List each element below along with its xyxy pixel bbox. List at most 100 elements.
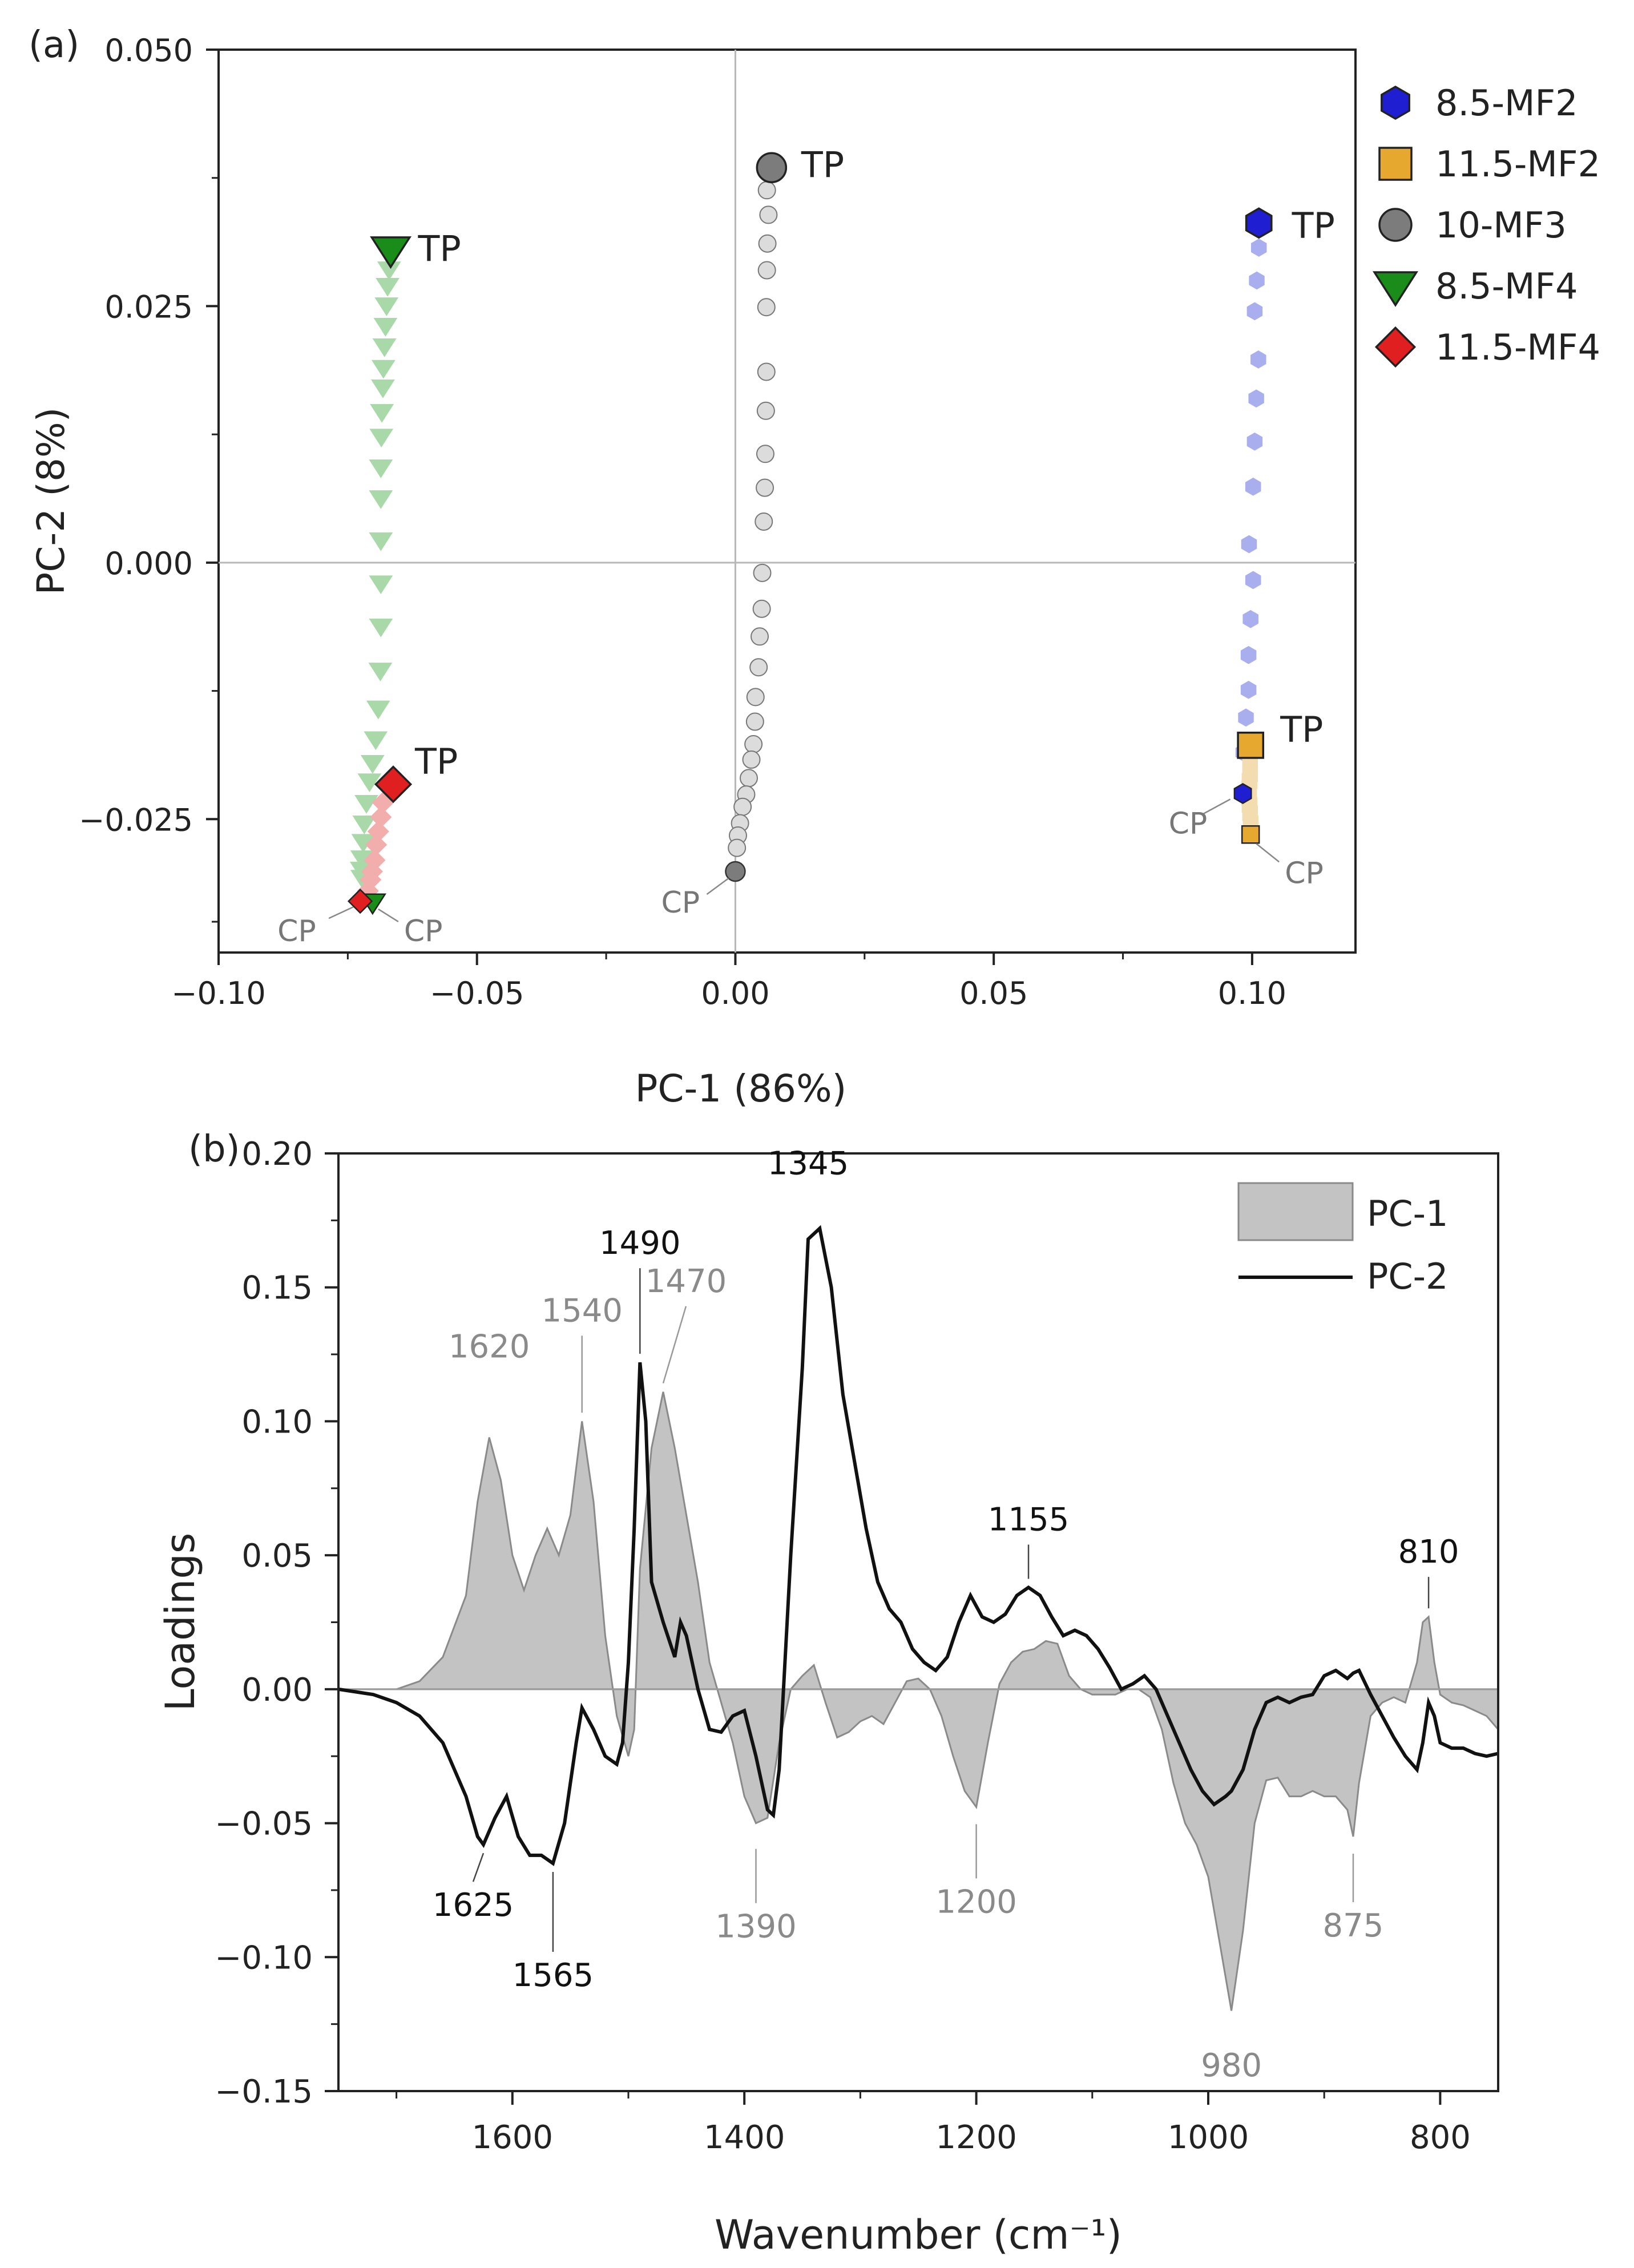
x-tick-label: 0.10 bbox=[1218, 975, 1286, 1011]
point-8.5-MF4 bbox=[368, 663, 393, 681]
point-8.5-MF4 bbox=[369, 429, 394, 447]
point-8.5-MF4 bbox=[352, 815, 377, 834]
point-10-MF3 bbox=[759, 205, 778, 224]
legend-pc1-swatch bbox=[1237, 1182, 1354, 1241]
legend-marker-8.5-MF2 bbox=[1381, 85, 1410, 120]
point-8.5-MF2 bbox=[1246, 302, 1263, 321]
panel-b: (b) 1600 1400 1200 1000 800 0.20 0.15 0.10 0.05… bbox=[157, 1128, 1499, 2258]
annotation-1390: 1390 bbox=[715, 1908, 797, 1946]
point-8.5-MF4 bbox=[360, 754, 385, 774]
x-tick-label: 0.00 bbox=[701, 975, 769, 1011]
point-8.5-MF4 bbox=[369, 532, 393, 551]
point-10-MF3 bbox=[745, 712, 764, 731]
annotation-980: 980 bbox=[1201, 2047, 1262, 2084]
y-tick-label: 0.00 bbox=[241, 1672, 313, 1709]
point-8.5-MF4 bbox=[354, 795, 378, 814]
panel-b-ylabel: Loadings bbox=[157, 1533, 204, 1712]
annotation-1470: 1470 bbox=[645, 1263, 727, 1300]
tp-label-11.5-MF2: TP bbox=[1280, 709, 1323, 750]
y-tick-label: 0.05 bbox=[241, 1537, 313, 1575]
point-8.5-MF4 bbox=[370, 404, 394, 423]
cp-label-11.5-MF2: CP bbox=[1285, 856, 1324, 890]
annotation-1620: 1620 bbox=[449, 1329, 530, 1366]
panel-a: (a) −0.10 −0.05 0.00 0.05 0.10 0.0500.0250.0… bbox=[29, 24, 1600, 1111]
annotation-1540: 1540 bbox=[541, 1292, 623, 1329]
point-8.5-MF4 bbox=[369, 459, 393, 478]
y-tick-label: 0.025 bbox=[104, 289, 193, 325]
end-point-10-MF3 bbox=[756, 152, 788, 183]
point-10-MF3 bbox=[757, 181, 776, 200]
point-8.5-MF2 bbox=[1250, 239, 1267, 257]
point-8.5-MF4 bbox=[374, 297, 399, 316]
end-point-8.5-MF4 bbox=[370, 236, 411, 269]
cp-leader-11.5-MF2 bbox=[1256, 843, 1280, 863]
panel-a-y-axis: 0.050 0.025 0.000 −0.025 bbox=[79, 33, 219, 923]
annotation-810: 810 bbox=[1398, 1533, 1459, 1571]
point-8.5-MF2 bbox=[1249, 271, 1265, 290]
point-8.5-MF4 bbox=[371, 360, 396, 379]
x-tick-label: 1200 bbox=[935, 2119, 1017, 2156]
point-8.5-MF4 bbox=[369, 618, 393, 637]
tp-label-8.5-MF4: TP bbox=[418, 228, 461, 270]
cp-label-11.5-MF4: CP bbox=[277, 914, 316, 949]
cp-label-8.5-MF4: CP bbox=[404, 914, 443, 949]
point-8.5-MF4 bbox=[357, 773, 382, 792]
point-8.5-MF2 bbox=[1246, 432, 1263, 451]
point-8.5-MF2 bbox=[1245, 571, 1261, 590]
start-point-11.5-MF4 bbox=[347, 888, 373, 914]
point-10-MF3 bbox=[758, 234, 777, 253]
x-tick-label: 1600 bbox=[472, 2119, 554, 2156]
point-10-MF3 bbox=[753, 563, 772, 582]
point-10-MF3 bbox=[757, 298, 776, 317]
point-10-MF3 bbox=[746, 688, 765, 707]
point-10-MF3 bbox=[752, 599, 771, 618]
x-tick-label: 1400 bbox=[704, 2119, 785, 2156]
panel-b-legend: PC-1 PC-2 bbox=[1237, 1182, 1449, 1297]
y-tick-label: 0.15 bbox=[241, 1270, 313, 1307]
point-8.5-MF4 bbox=[371, 379, 395, 398]
legend-marker-10-MF3 bbox=[1378, 208, 1413, 242]
legend-label-11.5-MF4: 11.5-MF4 bbox=[1435, 326, 1600, 368]
point-8.5-MF2 bbox=[1248, 389, 1264, 408]
panel-b-x-axis: 1600 1400 1200 1000 800 bbox=[396, 2091, 1471, 2156]
legend-marker-11.5-MF2 bbox=[1378, 147, 1413, 181]
point-8.5-MF2 bbox=[1242, 610, 1258, 628]
point-8.5-MF4 bbox=[372, 338, 397, 357]
point-8.5-MF2 bbox=[1241, 535, 1257, 554]
cp-leader-8.5-MF4 bbox=[378, 908, 399, 922]
point-8.5-MF4 bbox=[376, 277, 400, 297]
panel-b-label: (b) bbox=[188, 1128, 240, 1171]
point-10-MF3 bbox=[728, 838, 747, 857]
tp-label-8.5-MF2: TP bbox=[1292, 205, 1335, 247]
point-8.5-MF4 bbox=[366, 700, 390, 720]
point-8.5-MF4 bbox=[373, 318, 398, 337]
panel-a-point-labels: TP CP TP CP TP CP TP CP TP CP bbox=[277, 144, 1335, 949]
x-tick-label: 1000 bbox=[1168, 2119, 1249, 2156]
cp-leader-11.5-MF4 bbox=[328, 906, 354, 919]
point-10-MF3 bbox=[757, 362, 776, 381]
y-tick-label: 0.050 bbox=[104, 33, 193, 68]
point-10-MF3 bbox=[733, 797, 752, 816]
point-10-MF3 bbox=[744, 735, 763, 754]
legend-label-8.5-MF4: 8.5-MF4 bbox=[1435, 265, 1578, 307]
point-10-MF3 bbox=[755, 512, 773, 531]
tp-label-10-MF3: TP bbox=[801, 144, 844, 186]
point-8.5-MF2 bbox=[1250, 350, 1266, 369]
panel-a-label: (a) bbox=[29, 24, 79, 66]
start-point-11.5-MF2 bbox=[1241, 825, 1260, 844]
point-8.5-MF2 bbox=[1240, 645, 1257, 664]
annotation-1200: 1200 bbox=[935, 1883, 1017, 1920]
y-tick-label: −0.15 bbox=[215, 2073, 313, 2110]
panel-a-xlabel: PC-1 (86%) bbox=[635, 1067, 847, 1111]
cp-label-8.5-MF2: CP bbox=[1169, 806, 1208, 841]
annotation-leader-1470 bbox=[662, 1306, 687, 1384]
panel-a-ylabel: PC-2 (8%) bbox=[29, 407, 73, 595]
x-tick-label: 0.05 bbox=[959, 975, 1028, 1011]
point-10-MF3 bbox=[751, 627, 769, 646]
y-tick-label: 0.20 bbox=[241, 1136, 313, 1173]
x-tick-label: −0.05 bbox=[430, 975, 524, 1011]
annotation-1565: 1565 bbox=[513, 1957, 594, 1994]
annotation-1490: 1490 bbox=[599, 1225, 681, 1262]
